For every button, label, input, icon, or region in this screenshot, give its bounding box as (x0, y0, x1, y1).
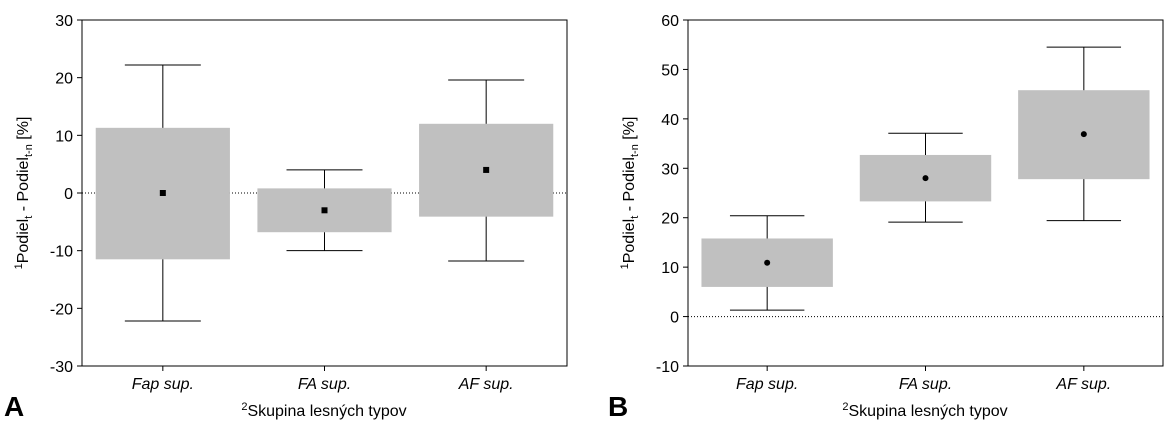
y-tick-label-b-5: 40 (661, 112, 679, 129)
x-tick-label-b-2: AF sup. (1055, 376, 1111, 393)
mean-marker-a-0 (159, 190, 166, 196)
y-tick-label-a-4: 10 (55, 128, 73, 145)
y-tick-label-b-0: -10 (656, 359, 679, 376)
y-tick-label-b-3: 20 (661, 211, 679, 228)
x-tick-label-a-2: AF sup. (458, 376, 514, 393)
y-tick-label-b-1: 0 (670, 310, 679, 327)
y-tick-label-b-6: 50 (661, 62, 679, 79)
x-axis-label-a: 2Skupina lesných typov (241, 401, 406, 420)
y-tick-label-b-7: 60 (661, 13, 679, 30)
mean-marker-a-1 (321, 207, 328, 214)
y-tick-label-a-3: 0 (64, 186, 73, 203)
panel-label-b: B (608, 391, 628, 422)
marks-a (82, 64, 567, 322)
marks-b (688, 46, 1163, 318)
x-tick-label-a-1: FA sup. (298, 376, 351, 393)
y-tick-label-a-6: 30 (55, 13, 73, 30)
x-tick-label-a-0: Fap sup. (132, 376, 194, 393)
mean-marker-b-2 (1080, 131, 1087, 138)
mean-marker-b-0 (764, 259, 771, 266)
panel-label-a: A (4, 391, 24, 422)
y-tick-label-a-2: -10 (50, 244, 73, 261)
x-axis-label-b: 2Skupina lesných typov (842, 401, 1007, 420)
x-tick-label-b-0: Fap sup. (736, 376, 798, 393)
y-tick-label-a-0: -30 (50, 359, 73, 376)
y-axis-label-a: 1Podielt - Podielt-n [%] (13, 117, 35, 270)
x-ticks-a: Fap sup. FA sup. AF sup. (132, 366, 514, 393)
y-ticks-b: -10 0 10 20 30 40 50 60 (656, 13, 688, 376)
y-tick-label-a-1: -20 (50, 301, 73, 318)
y-tick-label-b-2: 10 (661, 260, 679, 277)
y-axis-label-b: 1Podielt - Podielt-n [%] (619, 117, 641, 270)
y-tick-label-b-4: 30 (661, 161, 679, 178)
x-ticks-b: Fap sup. FA sup. AF sup. (736, 366, 1111, 393)
mean-marker-a-2 (483, 166, 490, 173)
mean-marker-b-1 (922, 175, 929, 182)
x-tick-label-b-1: FA sup. (899, 376, 952, 393)
y-tick-label-a-5: 20 (55, 71, 73, 88)
y-ticks-a: -30 -20 -10 0 10 20 30 (50, 13, 82, 376)
